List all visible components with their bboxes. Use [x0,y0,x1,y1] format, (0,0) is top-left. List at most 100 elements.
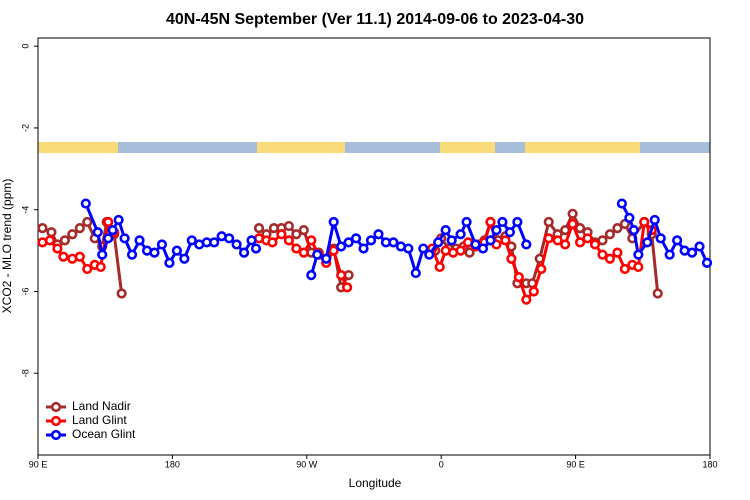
point [604,253,616,264]
y-tick-label: 0 [20,44,30,49]
point [103,216,114,228]
point [58,251,69,262]
point [543,233,554,244]
point [633,249,644,260]
point [59,235,70,246]
point [521,239,532,250]
point [624,212,635,223]
point [619,263,630,275]
point [306,235,317,246]
x-tick-label: 180 [702,459,717,469]
point [298,247,309,258]
point [589,239,601,250]
point [612,223,623,234]
point [455,229,466,240]
point [410,267,421,279]
point [82,216,93,228]
plot-frame [37,37,711,456]
point [497,216,508,228]
point [298,225,309,236]
point [283,220,294,232]
point [358,243,369,254]
point [642,237,653,248]
point [321,253,332,264]
point [336,241,347,252]
point [343,237,354,248]
x-axis-label: Longitude [349,476,402,490]
point [604,229,616,240]
land-band [38,142,118,153]
point [74,251,85,262]
point [506,253,517,264]
point [103,233,114,244]
point [37,223,48,234]
point [560,239,571,250]
legend-label: Ocean Glint [72,427,136,441]
point [701,257,713,268]
point [107,225,118,236]
point [403,243,414,254]
point [126,249,138,260]
point [250,243,262,254]
point [186,235,197,246]
point [336,270,347,281]
point [291,243,302,254]
point [567,218,578,230]
point [633,261,644,273]
point [455,245,466,256]
point [597,249,608,260]
point [328,245,339,256]
legend-label: Land Glint [72,413,127,427]
point [418,243,429,254]
point [267,237,278,248]
y-tick-label: -4 [20,206,30,214]
point [521,294,532,305]
point [52,243,63,254]
point [119,233,130,244]
point [171,245,182,256]
point [655,233,666,244]
point [649,214,660,226]
point [74,223,85,234]
point [567,208,578,219]
point [528,286,539,297]
point [694,241,705,252]
point [328,216,339,228]
point [373,229,384,240]
point [116,288,127,299]
x-tick-label: 180 [165,459,180,469]
point [97,249,108,260]
point [574,237,586,248]
point [80,198,91,209]
point [276,229,287,240]
point [92,227,103,238]
land-band [440,142,495,153]
point [113,214,124,226]
point [388,237,399,248]
point [149,247,160,258]
point [224,233,235,244]
point [477,243,489,254]
point [46,227,57,238]
legend-marker [50,429,62,441]
land-ocean-strip [38,142,710,153]
point [95,261,106,273]
legend-marker [50,401,62,413]
point [164,257,175,268]
point [543,216,554,228]
point [552,235,563,246]
y-axis-label: XCO2 - MLO trend (ppm) [0,179,14,314]
point [582,233,593,244]
ocean-band [38,142,710,153]
point [461,216,472,228]
point [82,263,93,275]
point [253,223,265,234]
point [134,235,145,246]
point [686,247,698,258]
y-tick-label: -8 [20,369,30,377]
point [574,223,586,234]
point [464,247,475,258]
point [350,233,362,244]
point [291,229,302,240]
